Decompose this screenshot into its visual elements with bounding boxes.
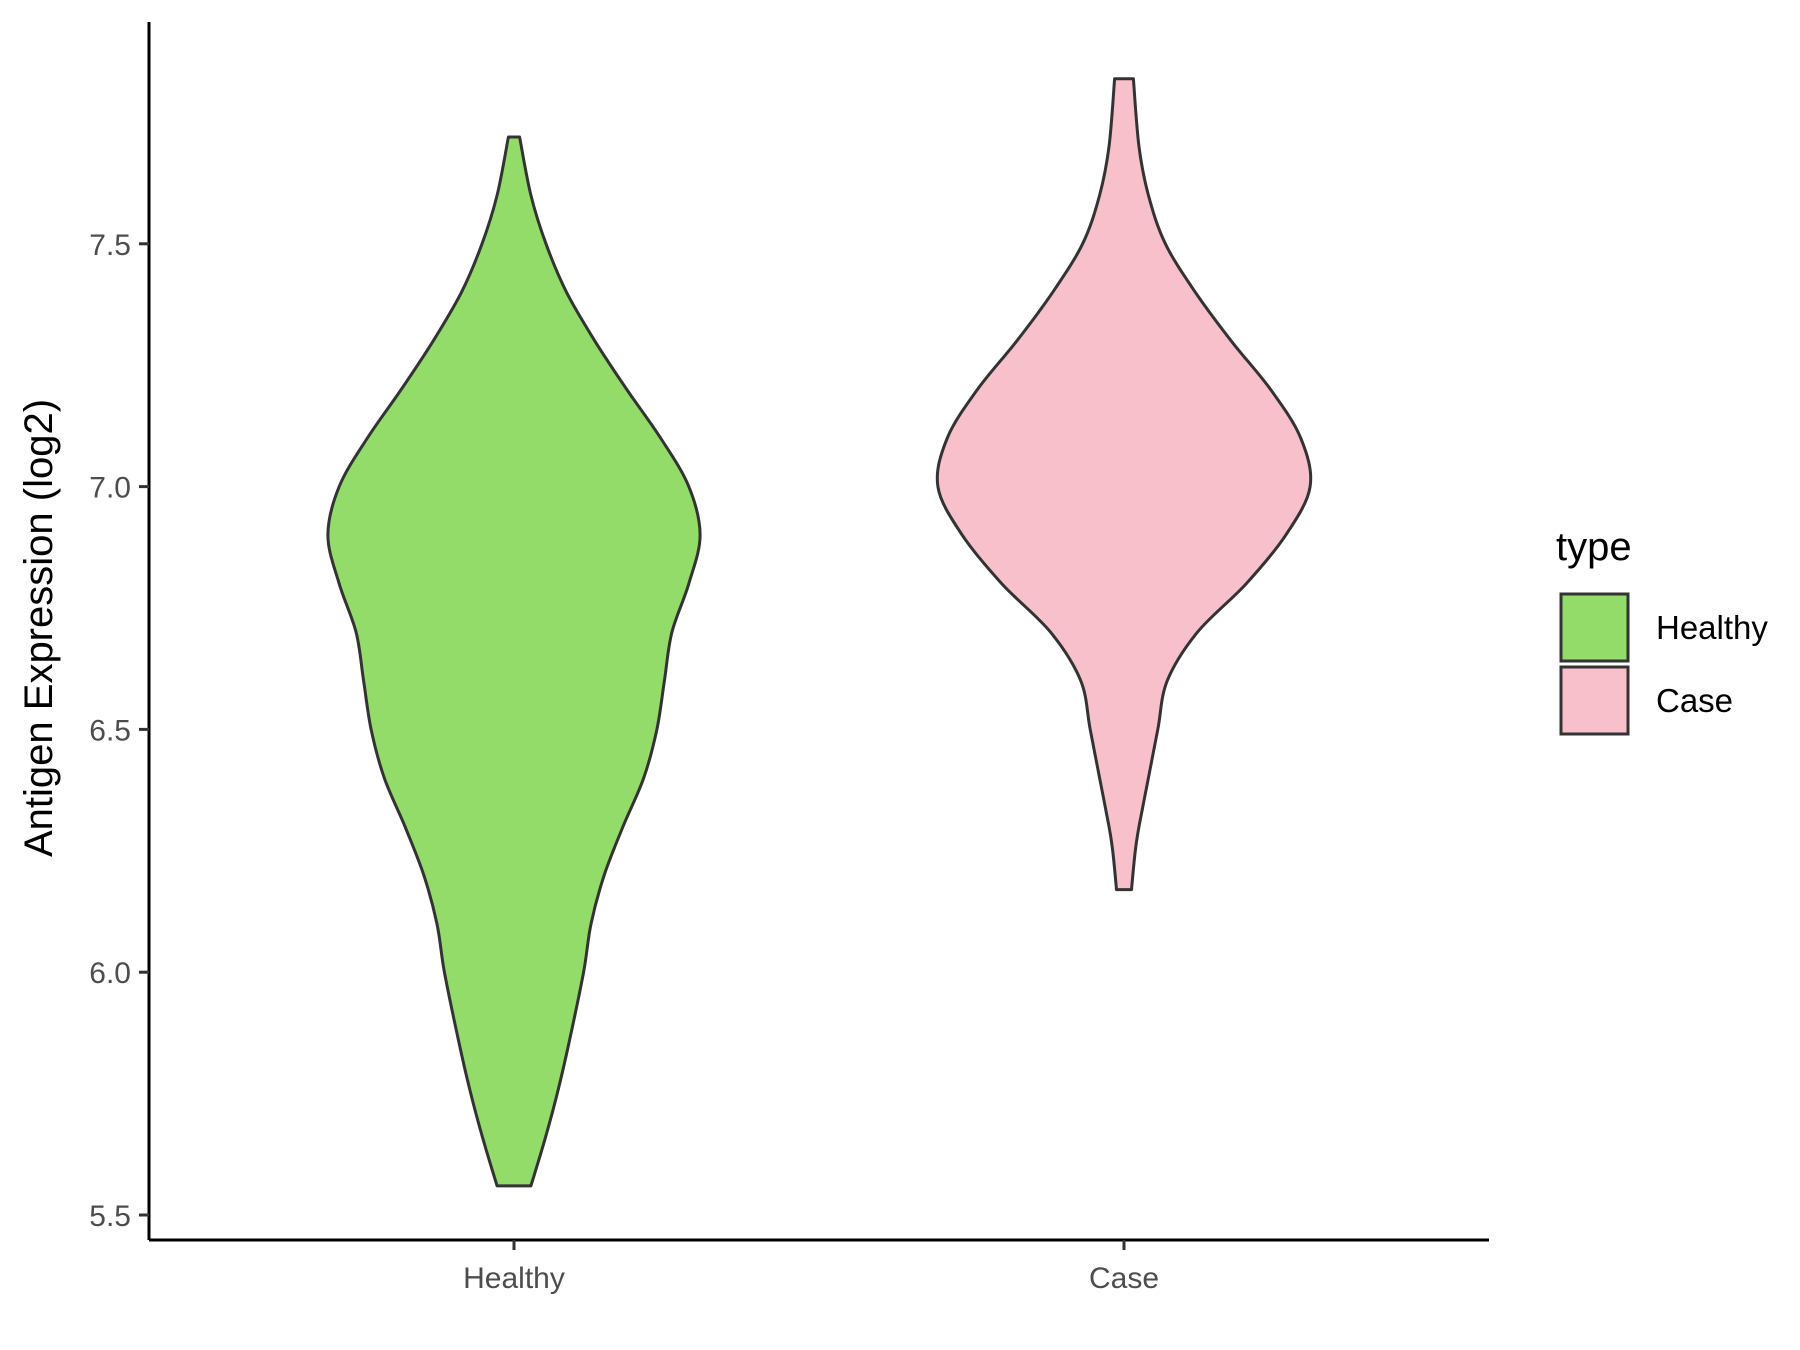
legend-label-healthy: Healthy [1656, 609, 1768, 646]
x-tick-label: Case [1089, 1262, 1159, 1295]
y-tick-label: 6.5 [89, 714, 131, 747]
x-tick-label: Healthy [463, 1262, 565, 1295]
legend-key-case [1559, 665, 1630, 736]
y-axis-ticks: 5.5 6.0 6.5 7.0 7.5 [89, 229, 149, 1233]
y-tick-label: 6.0 [89, 957, 131, 990]
y-tick-label: 7.0 [89, 472, 131, 505]
x-axis-ticks: Healthy Case [463, 1240, 1159, 1295]
violin-healthy [326, 135, 702, 1188]
y-axis-title: Antigen Expression (log2) [17, 399, 61, 857]
y-tick-label: 7.5 [89, 229, 131, 262]
y-tick-label: 5.5 [89, 1200, 131, 1233]
violin-layer [326, 77, 1313, 1188]
legend: type Healthy Case [1556, 525, 1768, 736]
violin-case [935, 77, 1313, 892]
legend-title: type [1556, 525, 1632, 569]
legend-key-healthy [1559, 592, 1630, 663]
legend-label-case: Case [1656, 682, 1733, 719]
